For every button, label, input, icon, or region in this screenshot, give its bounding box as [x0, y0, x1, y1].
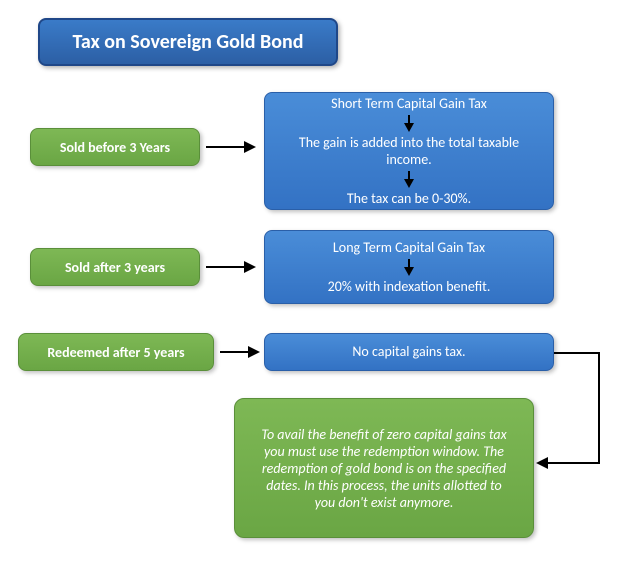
arrow-right-icon [220, 346, 260, 358]
info-box: Long Term Capital Gain Tax 20% with index… [264, 230, 554, 304]
connector-line [554, 352, 598, 354]
note-text: To avail the benefit of zero capital gai… [255, 426, 513, 511]
connector-line [598, 352, 600, 464]
info-box: No capital gains tax. [264, 333, 554, 371]
info-line: The gain is added into the total taxable… [277, 134, 541, 169]
arrow-down-icon [404, 171, 414, 188]
condition-label-text: Redeemed after 5 years [47, 344, 184, 361]
arrow-right-icon [206, 261, 256, 273]
arrow-down-icon [404, 259, 414, 276]
info-line: The tax can be 0-30%. [347, 190, 471, 208]
info-line: Long Term Capital Gain Tax [333, 239, 485, 257]
condition-label-text: Sold before 3 Years [60, 139, 170, 156]
arrow-left-icon [536, 457, 548, 469]
title-text: Tax on Sovereign Gold Bond [73, 30, 304, 54]
info-box: Short Term Capital Gain Tax The gain is a… [264, 92, 554, 210]
condition-label: Sold after 3 years [30, 248, 200, 286]
info-line: 20% with indexation benefit. [328, 278, 491, 296]
info-line: No capital gains tax. [352, 343, 465, 361]
note-box: To avail the benefit of zero capital gai… [234, 398, 534, 538]
condition-label: Sold before 3 Years [30, 128, 200, 166]
title-box: Tax on Sovereign Gold Bond [38, 18, 338, 66]
info-line: Short Term Capital Gain Tax [331, 95, 487, 113]
arrow-down-icon [404, 115, 414, 132]
condition-label-text: Sold after 3 years [65, 259, 165, 276]
connector-line [548, 462, 600, 464]
arrow-right-icon [206, 141, 256, 153]
condition-label: Redeemed after 5 years [18, 333, 214, 371]
